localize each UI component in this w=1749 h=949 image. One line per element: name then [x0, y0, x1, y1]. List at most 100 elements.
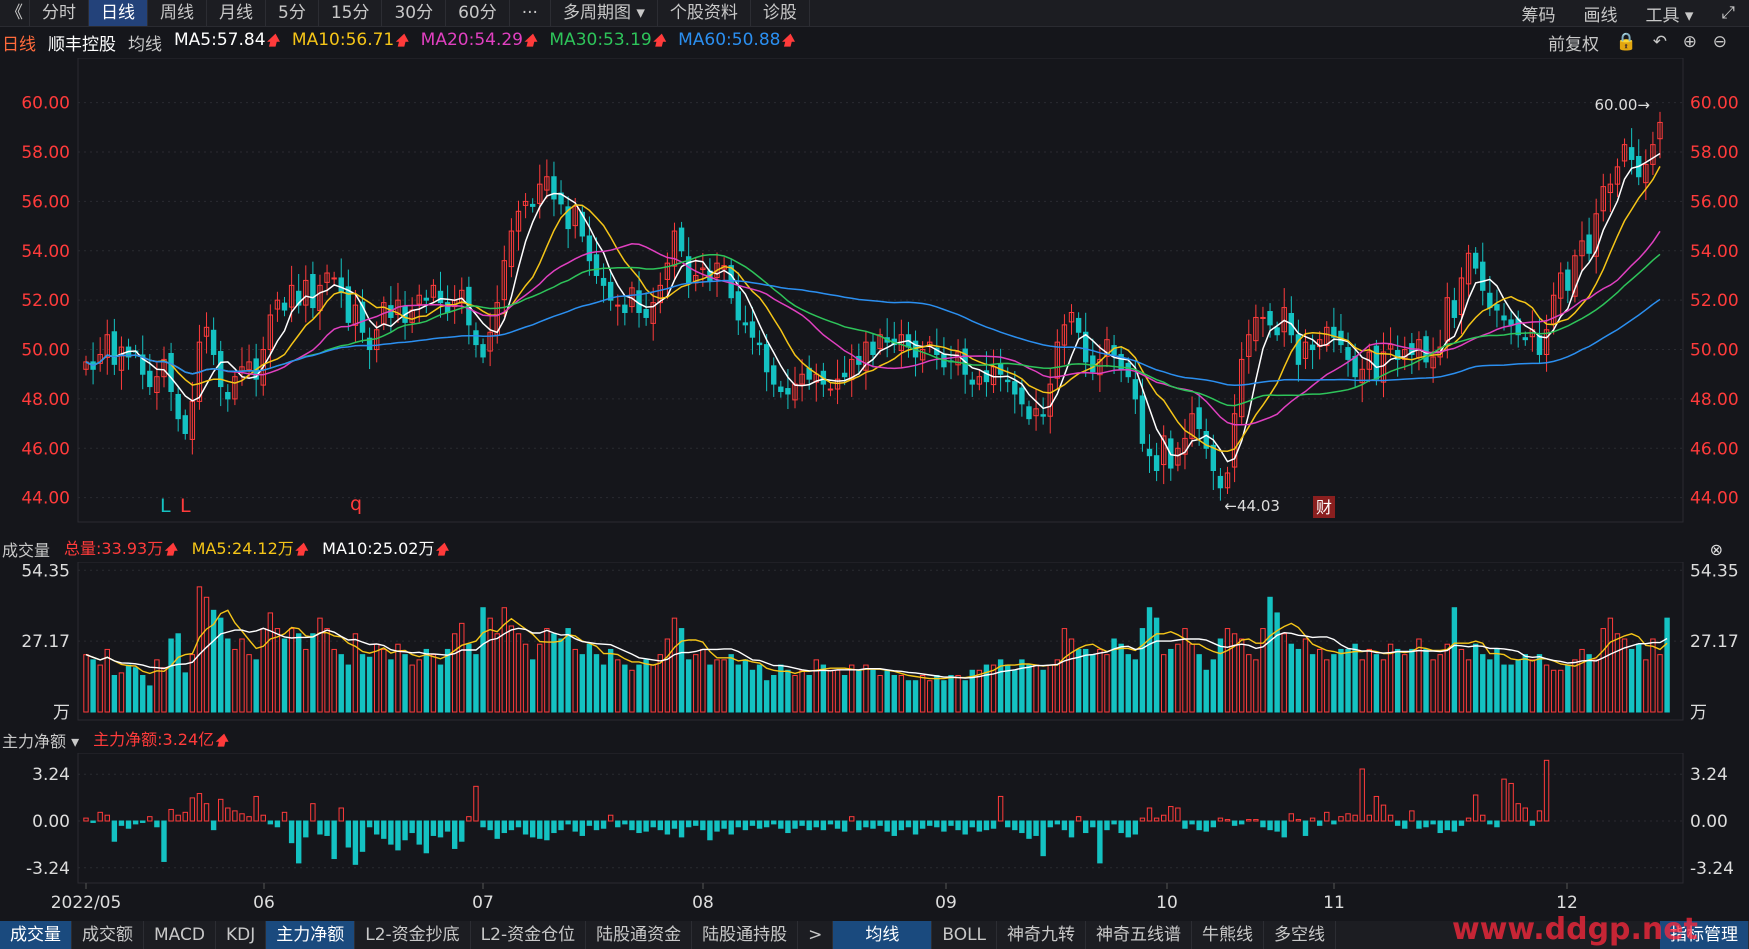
flow-bar: [437, 820, 444, 838]
period-tab-9[interactable]: 多周期图 ▾: [551, 0, 658, 26]
candle-body: [551, 176, 557, 200]
indicator-tab-8[interactable]: 陆股通持股: [692, 921, 799, 949]
volume-bar: [962, 680, 968, 713]
indicator-tab-9[interactable]: >: [798, 921, 834, 949]
candle-body: [1458, 277, 1465, 315]
price-axis-left-4: 52.00: [21, 291, 70, 311]
candle-body: [1090, 355, 1096, 373]
indicator-tab-15[interactable]: 多空线: [1264, 921, 1337, 949]
undo-icon[interactable]: ↶: [1652, 32, 1667, 52]
volume-bar: [1033, 664, 1039, 713]
period-tab-10[interactable]: 个股资料: [658, 0, 751, 26]
flow-bar: [1522, 807, 1528, 822]
flow-bar: [593, 820, 600, 831]
marker-l1: L: [160, 495, 171, 517]
flow-chart[interactable]: 3.24 3.24 0.00 0.00 -3.24 -3.24 2022/05 06 07 08 0…: [0, 753, 1749, 921]
period-tab-1[interactable]: 日线: [89, 0, 148, 26]
flow-bar: [1373, 795, 1380, 822]
candle-body: [140, 354, 146, 375]
volume-bar: [1005, 664, 1011, 713]
indicator-tab-3[interactable]: KDJ: [216, 921, 267, 949]
period-tab-3[interactable]: 月线: [207, 0, 266, 26]
volume-bar: [225, 638, 231, 713]
volume-bar: [345, 664, 352, 713]
flow-bar: [182, 811, 188, 822]
volume-bar: [168, 638, 174, 713]
period-tab-2[interactable]: 周线: [148, 0, 207, 26]
volume-bar: [1614, 633, 1621, 713]
volume-bar: [586, 643, 593, 713]
indicator-tab-10[interactable]: 均线: [833, 921, 933, 949]
indicator-tab-6[interactable]: L2-资金仓位: [471, 921, 587, 949]
flow-bar: [388, 820, 394, 845]
date-label-1: 06: [253, 893, 275, 913]
flow-bar: [281, 811, 288, 822]
flow-bar: [1465, 817, 1472, 822]
volume-bar: [90, 659, 96, 713]
volume-bar: [239, 638, 245, 713]
candlestick-chart[interactable]: 60.00 60.00 58.00 58.00 56.00 56.00 54.00 54.00…: [0, 58, 1749, 524]
volume-chart[interactable]: 54.35 54.35 27.17 27.17 万 万: [0, 562, 1749, 724]
indicator-tab-12[interactable]: 神奇九转: [997, 921, 1087, 949]
volume-bar: [529, 659, 536, 713]
indicator-tab-1[interactable]: 成交额: [72, 921, 144, 949]
period-tab-5[interactable]: 15分: [319, 0, 383, 26]
flow-bar: [997, 795, 1004, 822]
price-axis-left-6: 48.00: [21, 390, 70, 410]
lock-icon[interactable]: 🔒: [1615, 32, 1637, 52]
period-tab-8[interactable]: ···: [510, 0, 551, 26]
volume-bar: [678, 628, 685, 713]
flow-bar: [841, 820, 848, 832]
volume-bar: [480, 607, 486, 713]
toolbar-right-2[interactable]: 工具 ▾: [1645, 5, 1694, 26]
flow-axis-right-2: -3.24: [1690, 859, 1734, 879]
volume-ma10-line: [85, 627, 1668, 679]
indicator-tab-5[interactable]: L2-资金抄底: [355, 921, 471, 949]
candle-body: [1487, 292, 1493, 309]
flow-bar: [615, 820, 621, 828]
indicator-tab-13[interactable]: 神奇五线谱: [1086, 921, 1193, 949]
flow-bar: [529, 820, 536, 838]
indicator-tab-16[interactable]: 指标管理: [1660, 921, 1749, 949]
ma-label[interactable]: 均线: [128, 34, 162, 55]
toolbar-right-3[interactable]: ⤢: [1721, 3, 1735, 23]
indicator-tab-2[interactable]: MACD: [144, 921, 216, 949]
toolbar-right-1[interactable]: 画线: [1583, 5, 1618, 26]
close-icon[interactable]: ⊗: [1709, 539, 1723, 559]
flow-bar: [1515, 803, 1521, 822]
toolbar-right-0[interactable]: 筹码: [1521, 5, 1556, 26]
flow-bar: [253, 795, 259, 822]
period-tab-4[interactable]: 5分: [266, 0, 319, 26]
fuquan-button[interactable]: 前复权: [1548, 34, 1599, 55]
volume-bar: [147, 685, 153, 713]
flow-bar: [310, 803, 316, 822]
indicator-tab-4[interactable]: 主力净额: [266, 921, 356, 949]
period-tab-0[interactable]: 分时: [30, 0, 89, 26]
indicator-tab-11[interactable]: BOLL: [932, 921, 998, 949]
candle-body: [296, 290, 302, 306]
indicator-tab-7[interactable]: 陆股通资金: [586, 921, 693, 949]
volume-title[interactable]: 成交量: [2, 541, 51, 560]
zoom-out-icon[interactable]: ⊖: [1712, 32, 1727, 52]
volume-bar: [1600, 628, 1606, 713]
flow-title[interactable]: 主力净额 ▾: [2, 732, 80, 751]
period-tab-7[interactable]: 60分: [446, 0, 510, 26]
indicator-tab-0[interactable]: 成交量: [0, 921, 72, 949]
back-icon[interactable]: 《: [0, 0, 30, 26]
stock-name: 顺丰控股: [48, 34, 116, 55]
flow-bar: [565, 820, 571, 825]
volume-bar: [1175, 643, 1181, 713]
date-label-0: 2022/05: [51, 893, 122, 913]
candle-body: [983, 370, 990, 383]
date-label-5: 10: [1156, 893, 1178, 913]
indicator-tab-14[interactable]: 牛熊线: [1192, 921, 1265, 949]
period-tab-11[interactable]: 诊股: [751, 0, 810, 26]
flow-bar: [1316, 820, 1323, 826]
volume-ma10: MA10:25.02万🡅: [322, 539, 449, 558]
period-tab-6[interactable]: 30分: [382, 0, 447, 26]
flow-bar: [416, 820, 422, 845]
candle-body: [827, 388, 834, 391]
zoom-in-icon[interactable]: ⊕: [1682, 32, 1697, 52]
flow-bar: [1451, 820, 1458, 832]
volume-bar: [1338, 648, 1344, 713]
